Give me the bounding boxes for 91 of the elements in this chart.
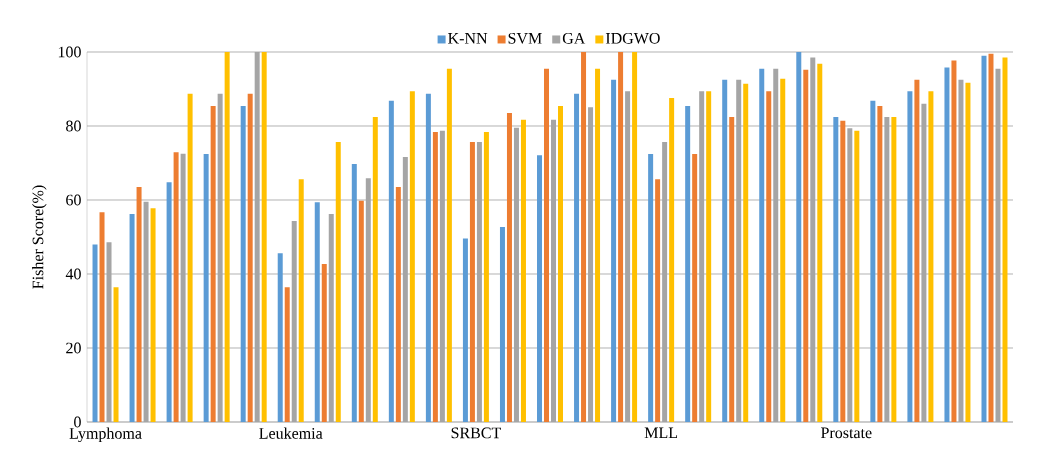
bar	[870, 100, 876, 422]
bar	[1002, 57, 1008, 422]
bar	[277, 253, 283, 422]
bar	[203, 154, 209, 422]
bar	[648, 154, 654, 422]
bar	[240, 106, 246, 422]
x-tick-label: Lymphoma	[69, 427, 142, 443]
x-tick-label: Leukemia	[259, 427, 323, 439]
bar	[469, 141, 475, 422]
bar	[840, 120, 846, 422]
bar	[722, 79, 728, 422]
bar	[351, 164, 357, 422]
bar	[395, 187, 401, 422]
bar	[314, 202, 320, 422]
legend-label: IDGWO	[605, 32, 660, 44]
bar	[506, 113, 512, 422]
y-tick-label: 0	[74, 416, 81, 428]
bar	[544, 68, 549, 422]
bar	[224, 52, 230, 422]
bar	[298, 179, 304, 422]
bar	[669, 97, 675, 422]
bar	[358, 200, 364, 422]
bar	[173, 152, 179, 422]
bar	[914, 79, 920, 422]
bar	[483, 131, 489, 422]
bar	[692, 154, 698, 422]
bar	[655, 179, 661, 422]
bar	[877, 106, 883, 422]
bar	[743, 83, 749, 422]
bar	[729, 117, 735, 422]
bar	[907, 91, 913, 422]
bar	[618, 52, 624, 422]
bar	[388, 100, 394, 422]
bar	[446, 68, 452, 422]
bar	[951, 60, 957, 422]
bar	[891, 117, 897, 422]
y-tick-label: 100	[58, 46, 81, 58]
bar	[685, 106, 691, 422]
x-tick-label: Prostate	[821, 427, 872, 439]
legend-label: GA	[562, 32, 586, 44]
bar	[150, 208, 156, 422]
bar	[372, 117, 378, 422]
bar	[284, 287, 290, 422]
bar	[581, 52, 587, 422]
x-tick-label: SRBCT	[451, 427, 502, 439]
bar	[766, 91, 772, 422]
y-axis-title: Fisher Score(%)	[32, 185, 47, 289]
bar	[632, 52, 638, 422]
bar	[817, 63, 823, 422]
bar	[706, 91, 712, 422]
bar	[537, 155, 542, 422]
bar	[425, 93, 431, 422]
bar	[499, 227, 505, 422]
bar	[187, 93, 193, 422]
legend-label: K-NN	[448, 33, 488, 44]
bar	[129, 214, 135, 422]
x-tick-label: MLL	[644, 427, 678, 439]
bar	[988, 53, 994, 422]
bar	[759, 68, 765, 422]
bar	[854, 130, 860, 422]
bar	[335, 141, 341, 422]
bar	[574, 93, 580, 422]
bar	[944, 67, 950, 422]
bar	[166, 182, 172, 422]
bar	[136, 187, 142, 422]
bar	[261, 52, 267, 422]
bar	[803, 69, 809, 422]
bar	[321, 264, 327, 422]
bar	[113, 287, 119, 422]
legend-label: SVM	[508, 32, 542, 44]
bar	[965, 82, 971, 422]
bar	[928, 91, 934, 422]
bar	[99, 212, 105, 422]
y-tick-label: 80	[66, 120, 81, 132]
bar	[981, 55, 987, 422]
bar	[210, 106, 216, 422]
y-tick-label: 20	[66, 342, 81, 354]
bar	[595, 68, 601, 422]
bar	[520, 119, 526, 422]
bar	[92, 244, 98, 422]
bar	[558, 106, 563, 422]
bar	[247, 93, 253, 422]
bar	[611, 79, 617, 422]
bar	[462, 238, 468, 422]
bar	[833, 117, 839, 422]
bar	[780, 78, 786, 422]
bar	[409, 91, 415, 422]
bar	[796, 52, 802, 422]
y-tick-label: 40	[65, 268, 81, 280]
bar	[432, 131, 438, 422]
y-tick-label: 60	[66, 194, 81, 206]
